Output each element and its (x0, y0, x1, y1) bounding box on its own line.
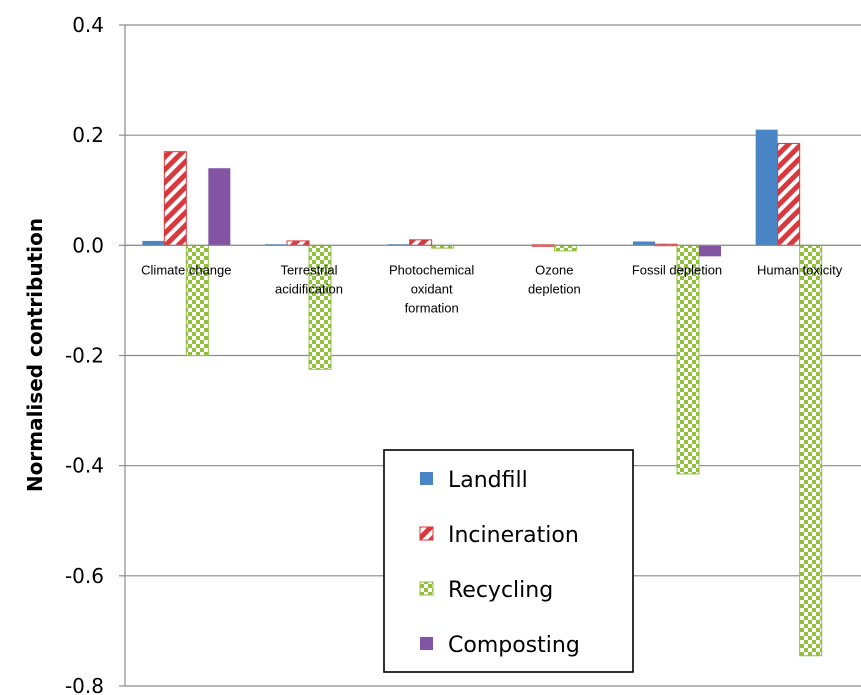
legend-label-landfill: Landfill (448, 468, 528, 493)
bar-recycling (799, 244, 823, 657)
y-tick-label: -0.4 (65, 454, 104, 478)
x-category-label: Fossil depletion (632, 262, 722, 277)
x-category-label: Human toxicity (757, 262, 843, 277)
x-category-label: Climate change (141, 262, 231, 277)
bar-incineration (163, 151, 187, 246)
y-tick-label: -0.8 (65, 674, 104, 695)
legend-swatch-recycling (419, 581, 434, 596)
bar-recycling (676, 244, 700, 475)
bar-composting (208, 168, 231, 246)
legend-swatch-incineration (419, 526, 434, 541)
legend-label-recycling: Recycling (448, 578, 553, 603)
bar-recycling (553, 244, 577, 252)
legend-swatch-composting (420, 637, 433, 650)
x-category-label: Ozone depletion (528, 262, 581, 296)
y-tick-label: -0.6 (65, 564, 104, 588)
x-category-label: Photochemical oxidant formation (389, 262, 474, 315)
legend-swatch-landfill (420, 472, 433, 485)
bar-landfill (633, 241, 655, 246)
bar-incineration (286, 240, 310, 246)
y-axis-title: Normalised contribution (23, 218, 47, 492)
bar-incineration (777, 142, 801, 246)
bar-landfill (142, 240, 165, 246)
y-tick-label: -0.2 (65, 344, 104, 368)
legend-label-composting: Composting (448, 633, 580, 658)
y-tick-label: 0.0 (72, 233, 104, 257)
legend: Landfill Incineration Recycling Composting (383, 449, 634, 673)
legend-box (383, 449, 634, 673)
bar-landfill (755, 129, 778, 246)
y-tick-label: 0.4 (72, 13, 104, 37)
bar-composting (699, 245, 721, 257)
bar-incineration (409, 239, 433, 246)
x-category-label: Terrestrial acidification (275, 262, 343, 296)
y-tick-label: 0.2 (72, 123, 104, 147)
legend-label-incineration: Incineration (448, 523, 579, 548)
